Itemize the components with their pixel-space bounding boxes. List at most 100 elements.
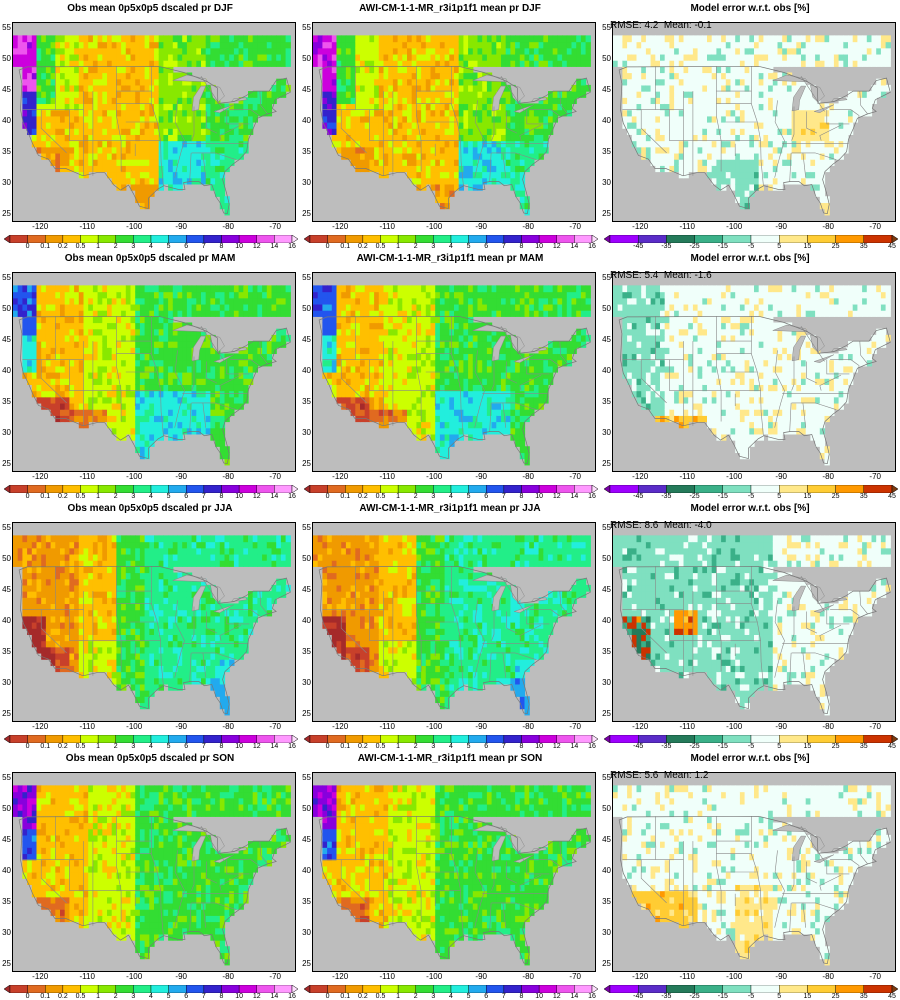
grid-cell	[149, 84, 155, 92]
grid-cell	[327, 47, 333, 55]
grid-cell	[257, 97, 263, 105]
grid-cell	[557, 35, 563, 43]
grid-cell	[55, 372, 61, 379]
grid-cell	[88, 310, 94, 317]
grid-cell	[383, 91, 389, 98]
grid-cell	[735, 97, 741, 105]
grid-cell	[688, 128, 694, 135]
error-map	[613, 35, 891, 216]
grid-cell	[107, 303, 113, 311]
grid-cell	[257, 359, 263, 367]
grid-cell	[266, 103, 273, 111]
grid-cell	[327, 128, 333, 135]
grid-cell	[248, 353, 254, 361]
grid-cell	[810, 159, 816, 166]
grid-cell	[215, 402, 221, 410]
grid-cell	[149, 353, 155, 361]
grid-cell	[266, 47, 273, 55]
grid-cell	[154, 347, 160, 355]
grid-cell	[168, 328, 174, 336]
grid-cell	[735, 146, 741, 154]
grid-cell	[83, 297, 89, 305]
state-border	[819, 124, 842, 141]
grid-cell	[477, 91, 483, 98]
grid-cell	[229, 372, 235, 379]
grid-cell	[444, 109, 450, 117]
grid-cell	[829, 47, 835, 55]
grid-cell	[650, 84, 656, 92]
grid-cell	[186, 84, 193, 92]
grid-cell	[313, 297, 319, 305]
grid-cell	[463, 60, 469, 67]
grid-cell	[664, 91, 670, 98]
grid-cell	[224, 128, 230, 135]
grid-cell	[360, 97, 366, 105]
grid-cell	[125, 353, 132, 361]
grid-cell	[730, 72, 736, 80]
grid-cell	[744, 177, 750, 185]
grid-cell	[449, 140, 455, 148]
grid-cell	[102, 322, 108, 330]
grid-cell	[768, 146, 774, 154]
grid-cell	[215, 152, 221, 160]
grid-cell	[655, 152, 661, 160]
grid-cell	[154, 372, 160, 379]
grid-cell	[50, 152, 56, 160]
grid-cell	[501, 78, 507, 86]
grid-cell	[111, 310, 117, 317]
grid-cell	[482, 134, 488, 142]
grid-cell	[92, 146, 99, 154]
grid-cell	[149, 415, 155, 423]
grid-cell	[355, 109, 361, 117]
grid-cell	[229, 409, 235, 416]
grid-cell	[439, 140, 446, 148]
grid-cell	[843, 122, 849, 129]
grid-cell	[107, 396, 113, 404]
grid-cell	[397, 146, 403, 154]
grid-cell	[102, 359, 108, 367]
grid-cell	[416, 140, 422, 148]
grid-cell	[196, 303, 202, 311]
grid-cell	[543, 146, 549, 154]
grid-cell	[144, 78, 150, 86]
grid-cell	[205, 409, 211, 416]
grid-cell	[378, 165, 385, 173]
grid-cell	[622, 122, 628, 129]
grid-cell	[205, 128, 211, 135]
grid-cell	[735, 60, 741, 67]
grid-cell	[186, 146, 193, 154]
grid-cell	[327, 359, 333, 367]
grid-cell	[88, 134, 94, 142]
grid-cell	[758, 128, 764, 135]
grid-cell	[60, 396, 66, 404]
grid-cell	[64, 146, 70, 154]
grid-cell	[144, 53, 150, 61]
grid-cell	[64, 415, 70, 423]
grid-cell	[182, 347, 188, 355]
grid-cell	[636, 115, 642, 123]
grid-cell	[97, 165, 103, 173]
grid-cell	[74, 53, 80, 61]
grid-cell	[322, 341, 328, 348]
grid-cell	[322, 115, 328, 123]
grid-cell	[331, 328, 338, 336]
grid-cell	[135, 421, 141, 429]
grid-cell	[201, 152, 207, 160]
grid-cell	[749, 35, 755, 43]
grid-cell	[716, 97, 722, 105]
grid-cell	[102, 140, 108, 148]
grid-cell	[22, 359, 28, 367]
grid-cell	[355, 35, 361, 43]
grid-cell	[857, 109, 863, 117]
grid-cell	[111, 91, 117, 98]
grid-cell	[331, 60, 338, 67]
grid-cell	[83, 103, 89, 111]
grid-cell	[468, 53, 474, 61]
grid-cell	[182, 41, 188, 49]
grid-cell	[125, 328, 132, 336]
grid-cell	[50, 91, 56, 98]
grid-cell	[83, 84, 89, 92]
grid-cell	[74, 347, 80, 355]
grid-cell	[92, 91, 99, 98]
grid-cell	[41, 396, 47, 404]
